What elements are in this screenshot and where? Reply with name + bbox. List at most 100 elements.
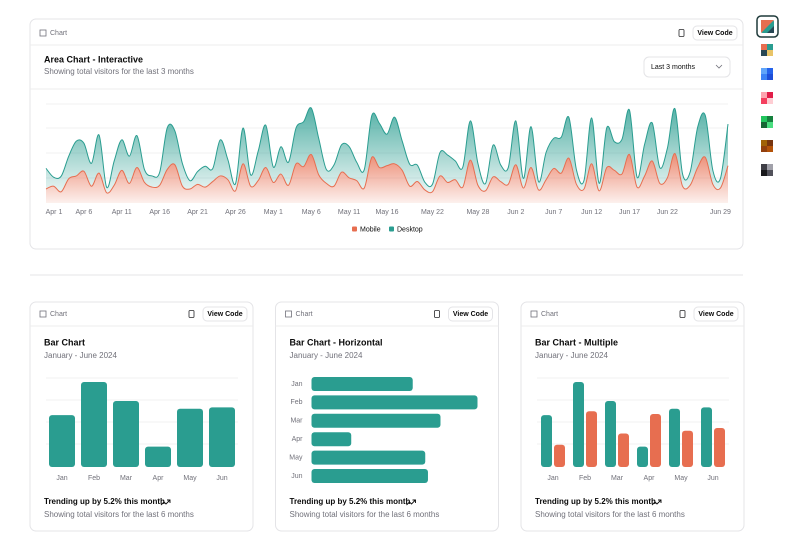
view-code-button[interactable] [448, 306, 493, 322]
bar [177, 408, 203, 467]
y-tick-label: Jan [291, 381, 302, 388]
copy-icon[interactable] [188, 310, 195, 318]
card-subtitle: January - June 2024 [44, 351, 117, 360]
bar [701, 407, 712, 467]
swatch[interactable] [761, 116, 773, 128]
legend-swatch [352, 226, 357, 232]
note: Showing total visitors for the last 6 mo… [44, 510, 194, 519]
card-label: Chart [296, 311, 313, 318]
x-tick-label: Apr 26 [225, 209, 246, 216]
card-title: Bar Chart - Multiple [535, 337, 618, 347]
bar [682, 430, 693, 467]
x-tick-label: May 16 [376, 209, 399, 216]
x-tick-label: Jan [547, 475, 558, 482]
x-tick-label: Jun 29 [710, 209, 731, 216]
chart-icon [39, 310, 47, 318]
x-tick-label: Jun 12 [581, 209, 602, 216]
bar [586, 411, 597, 467]
chart-icon [39, 29, 47, 37]
view-code-label: View Code [453, 311, 488, 318]
card [29, 301, 254, 532]
view-code-label: View Code [207, 311, 242, 318]
x-tick-label: May 22 [421, 209, 444, 216]
bar [311, 469, 428, 483]
bar [714, 427, 725, 467]
x-tick-label: Jun 22 [657, 209, 678, 216]
view-code-label: View Code [698, 311, 733, 318]
card-label: Chart [50, 30, 67, 37]
bar [650, 414, 661, 467]
swatch-selected-border [756, 15, 779, 38]
x-tick-label: May 6 [302, 209, 321, 216]
x-tick-label: Mar [611, 475, 624, 482]
x-tick-label: May 11 [338, 209, 361, 216]
select-value: Last 3 months [651, 64, 695, 71]
card-title: Area Chart - Interactive [44, 54, 143, 64]
swatch[interactable] [761, 140, 773, 152]
swatch[interactable] [761, 164, 773, 176]
x-tick-label: Apr 16 [149, 209, 170, 216]
view-code-button[interactable] [202, 306, 248, 322]
x-tick-label: Apr 1 [46, 209, 63, 216]
note: Showing total visitors for the last 6 mo… [535, 510, 685, 519]
x-tick-label: May 1 [264, 209, 283, 216]
x-tick-label: Apr 21 [187, 209, 208, 216]
x-tick-label: May [183, 475, 197, 482]
legend-label: Desktop [397, 226, 423, 233]
x-tick-label: Apr [644, 475, 656, 482]
x-tick-label: Apr 11 [112, 209, 132, 216]
swatch[interactable] [761, 44, 773, 56]
legend-label: Mobile [360, 226, 381, 233]
card-title: Bar Chart [44, 337, 85, 347]
legend-swatch [389, 226, 394, 232]
copy-icon[interactable] [679, 310, 686, 318]
card-subtitle: January - June 2024 [290, 351, 363, 360]
card-label: Chart [541, 311, 558, 318]
y-tick-label: Feb [290, 399, 302, 406]
bar [605, 400, 616, 467]
card [520, 301, 745, 532]
bar [637, 446, 648, 467]
card-subtitle: Showing total visitors for the last 3 mo… [44, 67, 194, 76]
trend-icon [160, 499, 171, 506]
copy-icon[interactable] [678, 29, 685, 37]
bar [311, 413, 441, 428]
x-tick-label: Jan [56, 475, 67, 482]
select[interactable] [643, 56, 731, 78]
bar [311, 395, 478, 410]
desktop-line [45, 107, 729, 189]
y-tick-label: May [289, 454, 303, 461]
bar [311, 450, 426, 465]
bar [49, 415, 75, 467]
mobile-line [45, 153, 729, 194]
x-tick-label: Jun 7 [545, 209, 562, 216]
content: Chart View Code Area Chart - Interactive Sh… [29, 18, 745, 532]
copy-icon[interactable] [434, 310, 440, 318]
bar [541, 415, 552, 467]
x-tick-label: Feb [579, 475, 591, 482]
y-tick-label: Mar [290, 418, 303, 425]
trend-icon [651, 499, 662, 506]
chevron [715, 64, 723, 69]
card-label: Chart [50, 311, 67, 318]
bar [81, 382, 107, 467]
view-code-button[interactable] [692, 25, 738, 41]
bar [669, 408, 680, 467]
x-tick-label: Apr 6 [76, 209, 93, 216]
swatch[interactable] [761, 68, 773, 80]
bar [209, 407, 235, 467]
mobile-area [46, 153, 728, 203]
trend-icon [406, 499, 416, 506]
bar [311, 432, 352, 447]
view-code-button[interactable] [693, 306, 739, 322]
swatch[interactable] [761, 20, 774, 33]
x-tick-label: Feb [88, 475, 100, 482]
trend: Trending up by 5.2% this month [535, 497, 656, 506]
x-tick-label: May [674, 475, 688, 482]
card-subtitle: January - June 2024 [535, 351, 608, 360]
swatch[interactable] [761, 92, 773, 104]
trend: Trending up by 5.2% this month [290, 497, 411, 506]
y-tick-label: Apr [292, 436, 304, 443]
y-tick-label: Jun [291, 473, 302, 480]
